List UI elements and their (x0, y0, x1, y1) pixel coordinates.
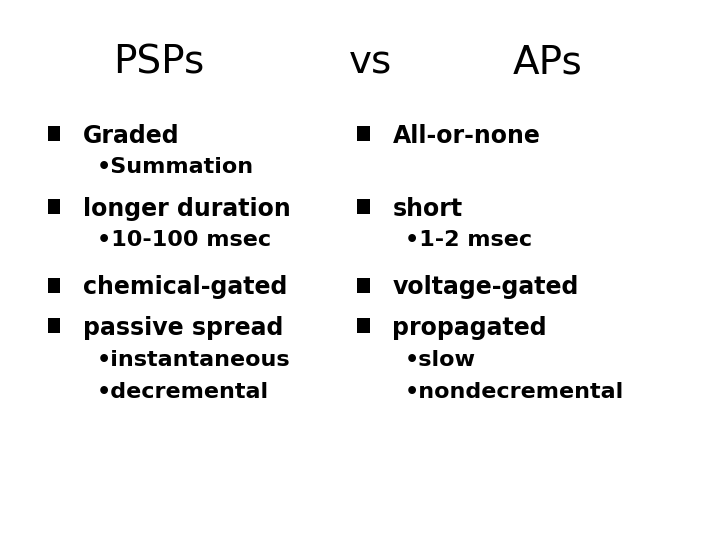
Text: voltage-gated: voltage-gated (392, 275, 579, 299)
Text: Graded: Graded (83, 124, 179, 148)
Text: APs: APs (513, 43, 582, 81)
Bar (357, 318, 370, 333)
Bar (357, 278, 370, 293)
Bar (48, 126, 60, 141)
Text: •10-100 msec: •10-100 msec (97, 230, 271, 249)
Bar (48, 199, 60, 214)
Text: •nondecremental: •nondecremental (405, 382, 624, 402)
Text: propagated: propagated (392, 316, 547, 340)
Text: chemical-gated: chemical-gated (83, 275, 287, 299)
Text: vs: vs (349, 43, 392, 81)
Text: •slow: •slow (405, 350, 476, 370)
Text: •1-2 msec: •1-2 msec (405, 230, 532, 249)
Bar (48, 318, 60, 333)
Bar (357, 126, 370, 141)
Text: •decremental: •decremental (97, 382, 269, 402)
Text: short: short (392, 197, 462, 221)
Text: •Summation: •Summation (97, 157, 254, 177)
Text: PSPs: PSPs (113, 43, 204, 81)
Text: passive spread: passive spread (83, 316, 283, 340)
Bar (357, 199, 370, 214)
Text: longer duration: longer duration (83, 197, 291, 221)
Bar (48, 278, 60, 293)
Text: •instantaneous: •instantaneous (97, 350, 291, 370)
Text: All-or-none: All-or-none (392, 124, 540, 148)
